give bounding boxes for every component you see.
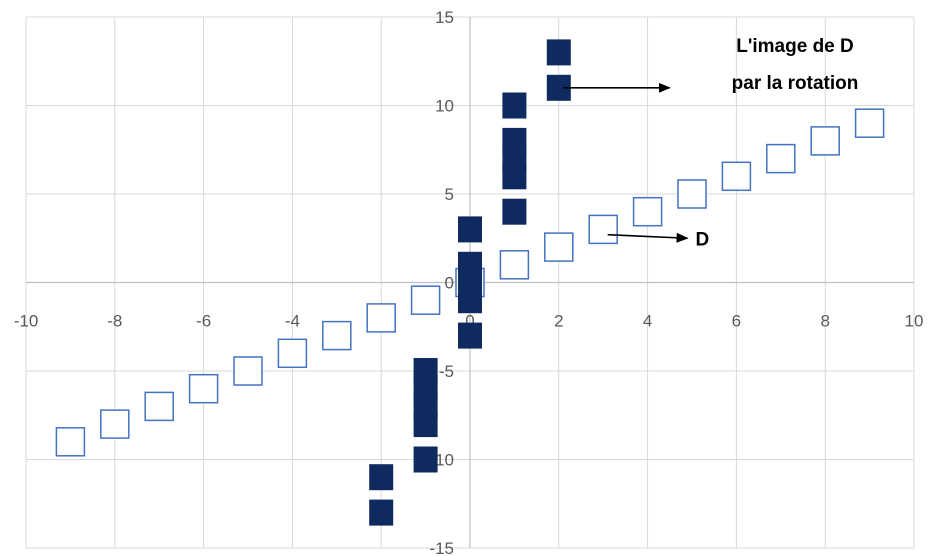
- data-point: [721, 161, 752, 192]
- data-point: [502, 92, 527, 119]
- data-series: [55, 39, 885, 526]
- x-tick-label: -4: [285, 312, 300, 331]
- annotation-rotation: L'image de D par la rotation: [563, 36, 858, 94]
- data-point: [55, 427, 86, 457]
- data-point: [144, 391, 174, 422]
- data-point: [369, 464, 394, 491]
- data-point: [546, 39, 571, 66]
- data-point: [366, 303, 396, 333]
- data-point: [544, 232, 574, 262]
- x-tick-label: 0: [465, 312, 474, 331]
- data-point: [854, 108, 885, 138]
- data-point: [277, 338, 308, 369]
- x-tick-label: -8: [107, 312, 122, 331]
- annotation-text: par la rotation: [732, 73, 859, 94]
- data-point: [458, 251, 482, 278]
- data-point: [632, 196, 663, 227]
- y-tick-label: 15: [435, 8, 454, 27]
- data-point: [413, 446, 438, 473]
- x-tick-label: 8: [820, 312, 829, 331]
- data-point: [502, 127, 527, 154]
- data-point: [810, 126, 840, 156]
- x-tick-label: -6: [196, 312, 211, 331]
- y-tick-label: 5: [445, 185, 454, 204]
- data-point: [588, 214, 618, 245]
- y-tick-label: -15: [429, 539, 454, 556]
- data-point: [100, 409, 130, 439]
- data-point: [502, 198, 527, 225]
- data-point: [458, 216, 482, 243]
- x-tick-label: 10: [905, 312, 924, 331]
- annotations: L'image de D par la rotation D: [563, 36, 858, 250]
- x-tick-label: -10: [14, 312, 39, 331]
- annotation-arrow: [607, 232, 689, 243]
- x-tick-label: 6: [732, 312, 741, 331]
- x-tick-label: 4: [643, 312, 652, 331]
- data-point: [458, 322, 482, 349]
- data-point: [766, 143, 796, 174]
- data-point: [677, 179, 707, 209]
- data-point: [369, 499, 394, 526]
- annotation-text: L'image de D: [736, 36, 854, 57]
- series-rotated-image: [369, 39, 571, 526]
- data-point: [413, 358, 438, 384]
- data-point: [499, 250, 530, 280]
- data-point: [410, 285, 441, 315]
- y-tick-label: 0: [445, 274, 454, 293]
- y-tick-label: -5: [439, 362, 454, 381]
- data-point: [188, 373, 219, 404]
- y-tick-label: 10: [435, 97, 454, 116]
- data-point: [322, 320, 352, 351]
- annotation-text: D: [696, 229, 710, 250]
- data-point: [233, 356, 263, 386]
- x-tick-label: 2: [554, 312, 563, 331]
- annotation-line-d: D: [607, 229, 710, 250]
